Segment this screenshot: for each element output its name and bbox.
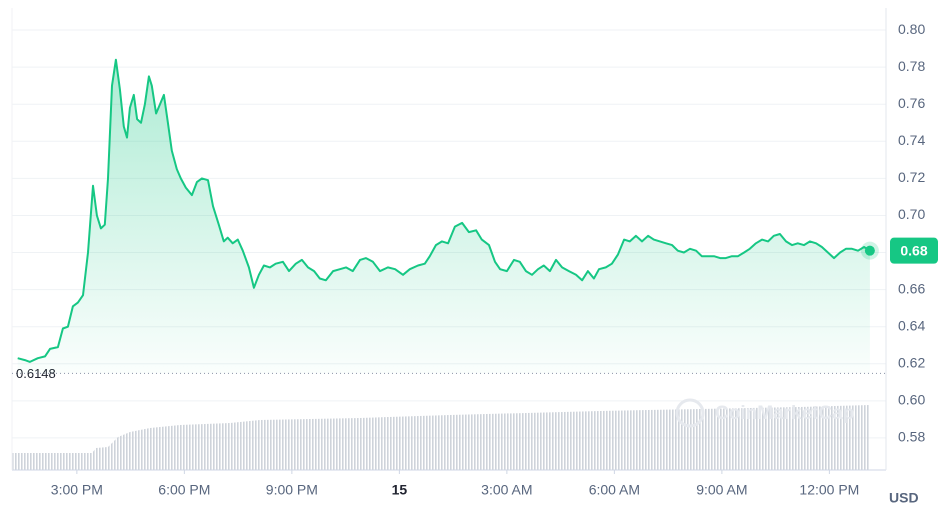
x-tick-label: 15 — [392, 482, 408, 498]
x-tick-label: 6:00 AM — [589, 482, 640, 498]
y-tick-label: 0.58 — [898, 429, 925, 445]
x-tick-label: 6:00 PM — [158, 482, 210, 498]
last-point — [864, 245, 875, 256]
y-tick-label: 0.62 — [898, 354, 925, 370]
x-tick-label: 12:00 PM — [799, 482, 859, 498]
currency-label: USD — [889, 490, 919, 506]
y-tick-label: 0.66 — [898, 280, 925, 296]
x-tick-label: 9:00 AM — [696, 482, 747, 498]
y-tick-label: 0.70 — [898, 206, 925, 222]
price-line — [17, 58, 871, 363]
y-tick-label: 0.80 — [898, 21, 925, 37]
volume-bars — [12, 405, 870, 470]
y-tick-label: 0.78 — [898, 58, 925, 74]
y-tick-label: 0.72 — [898, 169, 925, 185]
y-tick-label: 0.76 — [898, 95, 925, 111]
watermark-logo — [675, 398, 705, 428]
x-tick-label: 3:00 PM — [51, 482, 103, 498]
y-tick-label: 0.74 — [898, 132, 925, 148]
last-price-label: 0.68 — [900, 242, 927, 258]
x-tick-label: 3:00 AM — [481, 482, 532, 498]
y-tick-label: 0.64 — [898, 317, 925, 333]
watermark: CoinMarketCap — [715, 403, 854, 424]
x-tick-label: 9:00 PM — [266, 482, 318, 498]
price-area — [17, 59, 870, 374]
last-price-badge — [890, 237, 938, 264]
y-tick-label: 0.60 — [898, 392, 925, 408]
